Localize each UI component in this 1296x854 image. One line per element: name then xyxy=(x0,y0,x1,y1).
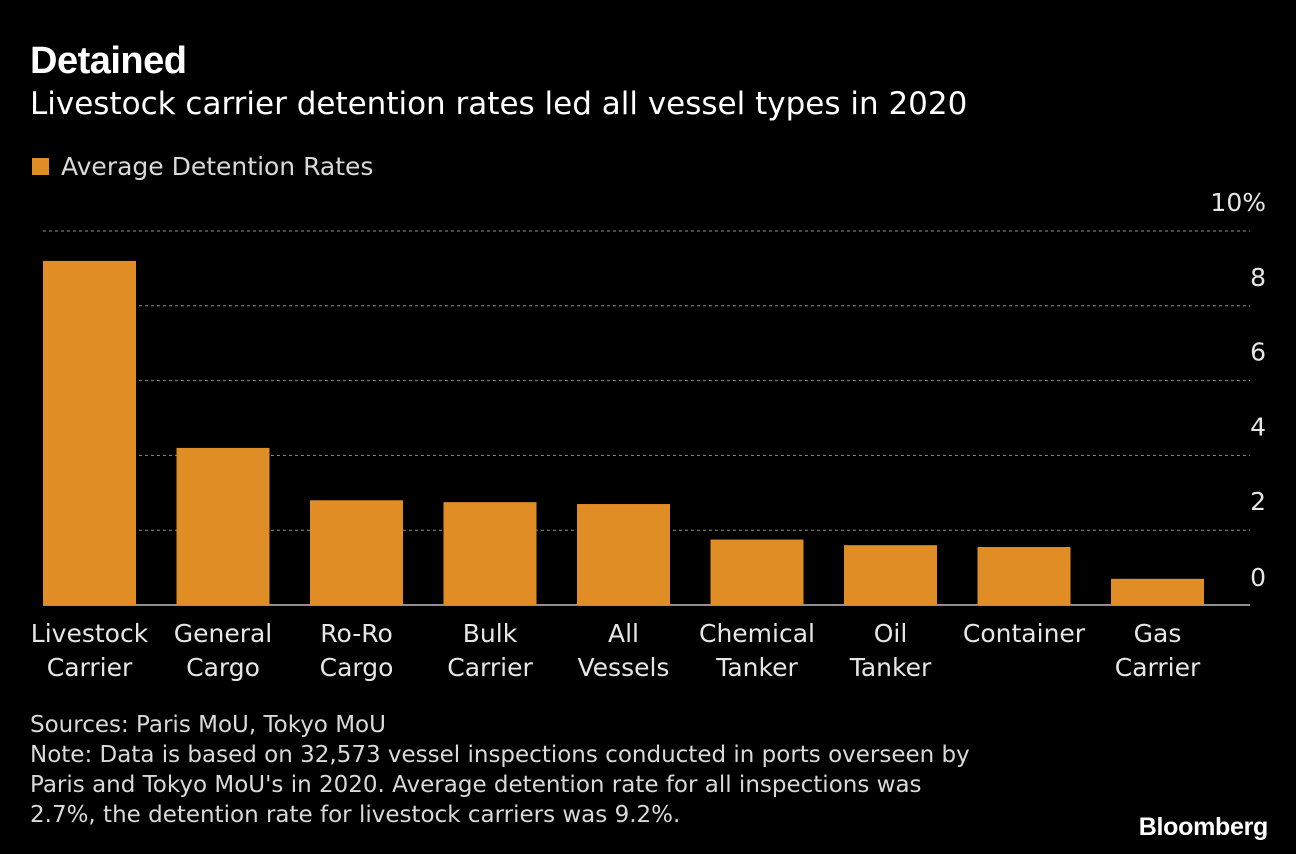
bar xyxy=(844,545,937,605)
note-line-3: 2.7%, the detention rate for livestock c… xyxy=(30,802,681,828)
legend-swatch xyxy=(32,158,49,175)
chart-subtitle: Livestock carrier detention rates led al… xyxy=(30,86,968,122)
note-line-2: Paris and Tokyo MoU's in 2020. Average d… xyxy=(30,772,922,798)
legend-label: Average Detention Rates xyxy=(61,152,374,181)
y-tick-label: 0 xyxy=(1250,563,1266,592)
x-category-label: Tanker xyxy=(849,653,932,682)
bar xyxy=(310,500,403,605)
sources-text: Sources: Paris MoU, Tokyo MoU xyxy=(30,712,386,738)
x-category-label: Carrier xyxy=(47,653,133,682)
bars xyxy=(43,260,1204,605)
bar xyxy=(443,502,537,605)
y-tick-label: 2 xyxy=(1250,487,1266,516)
x-category-label: Carrier xyxy=(1115,653,1201,682)
x-category-label: Cargo xyxy=(186,653,260,682)
y-axis-ticks: 0 2 4 6 8 10% xyxy=(1210,188,1266,592)
bar xyxy=(977,547,1071,605)
x-category-label: Tanker xyxy=(715,653,798,682)
bar xyxy=(43,260,136,605)
note-line-1: Note: Data is based on 32,573 vessel ins… xyxy=(30,742,970,768)
bar xyxy=(1111,578,1204,605)
y-tick-label: 8 xyxy=(1250,263,1266,292)
x-category-label: Oil xyxy=(874,619,908,648)
x-category-label: Carrier xyxy=(447,653,533,682)
x-category-label: General xyxy=(174,619,273,648)
x-category-label: Container xyxy=(963,619,1086,648)
bar xyxy=(577,504,670,605)
x-category-label: Chemical xyxy=(699,619,815,648)
x-category-label: Cargo xyxy=(320,653,394,682)
chart-title: Detained xyxy=(30,40,187,82)
x-category-label: Livestock xyxy=(31,619,149,648)
x-category-label: Gas xyxy=(1134,619,1182,648)
x-category-label: Ro-Ro xyxy=(320,619,393,648)
y-tick-label: 10% xyxy=(1210,188,1266,217)
x-category-label: Vessels xyxy=(578,653,670,682)
y-tick-label: 4 xyxy=(1250,412,1266,441)
bar xyxy=(710,539,804,605)
x-category-label: Bulk xyxy=(463,619,518,648)
x-category-label: All xyxy=(608,619,639,648)
bloomberg-logo: Bloomberg xyxy=(1138,813,1269,841)
x-axis-labels: Livestock Carrier General Cargo Ro-Ro Cargo Bu… xyxy=(31,619,1201,682)
bar xyxy=(176,447,270,605)
legend: Average Detention Rates xyxy=(32,152,373,181)
footnote: Sources: Paris MoU, Tokyo MoU Note: Data… xyxy=(30,710,970,830)
y-tick-label: 6 xyxy=(1250,338,1266,367)
